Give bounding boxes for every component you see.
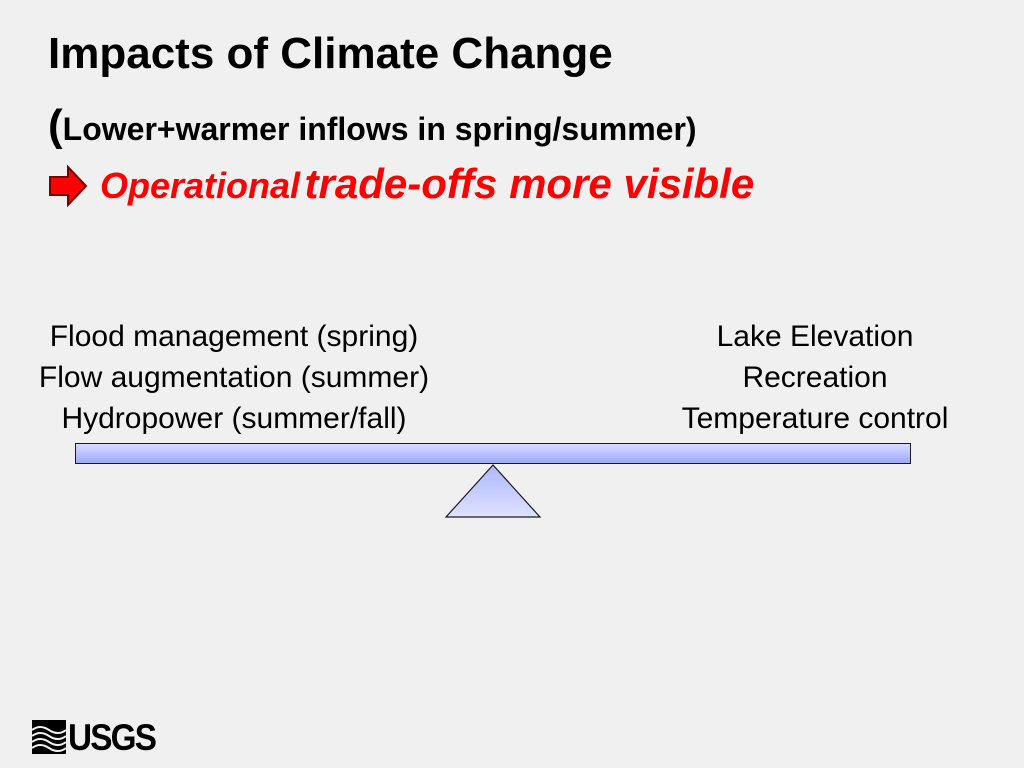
usgs-logo-text: USGS [68, 716, 157, 758]
right-use-item: Recreation [742, 361, 888, 394]
emphasis-tradeoffs: trade-offs more visible [304, 160, 755, 207]
subtitle-text: Lower+warmer inflows in spring/summer) [62, 111, 697, 147]
usgs-logo: USGS [32, 716, 165, 758]
usgs-wave-icon [32, 720, 66, 754]
seesaw-fulcrum [444, 464, 542, 518]
left-uses-list: Flood management (spring) Flow augmentat… [6, 316, 462, 439]
subtitle-open-paren: ( [48, 101, 63, 150]
slide-subtitle: (Lower+warmer inflows in spring/summer) [48, 104, 697, 148]
left-use-item: Hydropower (summer/fall) [61, 402, 407, 435]
left-use-item: Flow augmentation (summer) [38, 361, 430, 394]
slide-title: Impacts of Climate Change [48, 29, 613, 78]
right-use-item: Lake Elevation [716, 320, 914, 353]
emphasis-line: Operational trade-offs more visible [48, 156, 754, 212]
right-uses-list: Lake Elevation Recreation Temperature co… [660, 316, 970, 439]
left-use-item: Flood management (spring) [49, 320, 419, 353]
emphasis-operational: Operational [100, 165, 301, 206]
right-arrow-icon [49, 165, 88, 207]
right-use-item: Temperature control [681, 402, 949, 435]
emphasis-text: Operational trade-offs more visible [100, 163, 754, 205]
seesaw-beam [75, 443, 911, 464]
